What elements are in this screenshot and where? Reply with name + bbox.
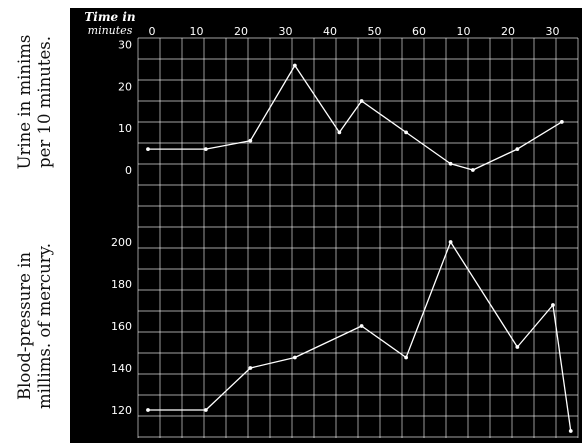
urine-point [448,161,453,166]
time-axis-title-line-2: minutes [88,24,133,37]
x-tick-label: 30 [279,25,293,38]
x-tick-label: 10 [457,25,471,38]
blood-pressure-point [146,408,150,412]
urine-point [559,120,564,124]
urine-point [470,168,475,172]
time-axis-title-line-1: Time in [84,10,135,24]
urine-point [146,147,150,152]
urine-y-tick-label: 10 [118,122,132,135]
blood-pressure-point [551,303,555,307]
urine-point [248,138,253,143]
chart-grid [137,37,579,438]
urine-point [515,147,520,152]
urine-point [404,130,408,135]
bp-y-tick-label: 200 [111,236,132,249]
urine-y-tick-label: 30 [118,39,132,52]
urine-point [337,130,342,135]
x-tick-label: 30 [546,25,560,38]
urine-point [292,63,297,68]
blood-pressure-series [146,240,573,433]
blood-pressure-point [515,345,520,349]
x-tick-labels: 0 10 20 30 40 50 60 10 20 30 [149,25,560,38]
urine-y-tick-label: 0 [125,164,132,177]
blood-pressure-point [359,324,364,328]
x-tick-label: 40 [323,25,337,38]
bp-y-tick-label: 180 [111,278,132,291]
bp-y-tick-label: 160 [111,320,132,333]
blood-pressure-point [568,429,573,433]
bp-y-tick-label: 140 [111,362,132,375]
x-tick-label: 20 [501,25,515,38]
blood-pressure-point [292,355,297,360]
bp-y-tick-labels: 120 140 160 180 200 [111,236,132,417]
urine-series [146,63,564,172]
urine-point [359,99,364,103]
x-tick-label: 60 [412,25,426,38]
urine-y-tick-label: 20 [118,80,132,93]
urine-y-tick-labels: 0 10 20 30 [118,39,132,177]
blood-pressure-point [248,366,253,370]
x-tick-label: 50 [368,25,382,38]
chart-panel [70,8,582,443]
blood-pressure-point [448,240,453,244]
x-tick-label: 10 [190,25,204,38]
blood-pressure-line [148,241,572,432]
bp-y-tick-label: 120 [111,404,132,417]
x-tick-label: 20 [234,25,248,38]
x-tick-label: 0 [149,25,156,38]
blood-pressure-point [404,355,408,360]
blood-pressure-point [203,408,208,412]
urine-point [203,147,208,152]
